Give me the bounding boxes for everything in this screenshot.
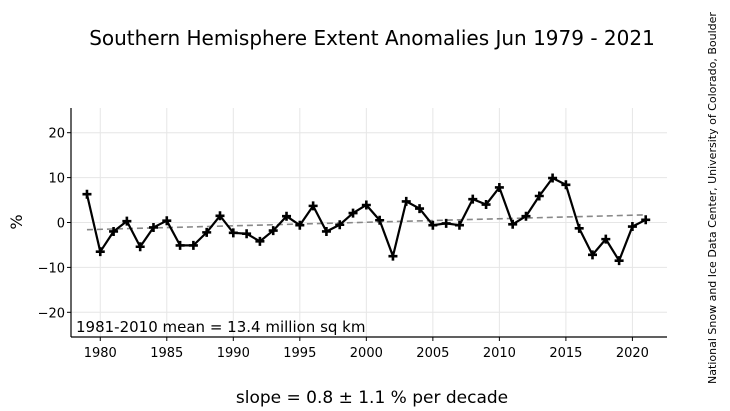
data-point [282, 211, 292, 221]
y-tick-label: 20 [48, 127, 65, 142]
data-point [468, 194, 478, 204]
data-point [215, 211, 225, 221]
credit-text: National Snow and Ice Data Center, Unive… [706, 12, 719, 384]
x-tick-label: 1980 [84, 346, 117, 361]
data-point [295, 220, 305, 230]
x-tick-label: 2015 [549, 346, 582, 361]
mean-annotation: 1981-2010 mean = 13.4 million sq km [76, 318, 365, 336]
data-point [494, 182, 504, 192]
trend-layer [86, 214, 646, 231]
data-point [508, 219, 518, 229]
grid [71, 108, 667, 337]
data-point [521, 211, 531, 221]
ticks: 1980 1985 1990 1995 2000 2005 2010 2015 2020−20−… [38, 127, 649, 361]
data-point [308, 201, 318, 211]
x-tick-label: 2000 [350, 346, 383, 361]
data-point [601, 234, 611, 244]
data-point [454, 220, 464, 230]
data-point [109, 226, 119, 236]
data-point [548, 173, 558, 183]
x-tick-label: 1985 [150, 346, 183, 361]
chart-title: Southern Hemisphere Extent Anomalies Jun… [89, 26, 655, 50]
data-point [348, 208, 358, 218]
data-point [255, 236, 265, 246]
data-point [135, 242, 145, 252]
data-point [122, 216, 132, 226]
y-tick-label: −20 [38, 306, 65, 321]
data-point [401, 196, 411, 206]
data-point [242, 229, 252, 239]
data-point [641, 215, 651, 225]
data-point [614, 256, 624, 266]
data-point [588, 250, 597, 260]
y-axis-label: % [7, 214, 26, 229]
data-point [228, 228, 238, 238]
y-tick-label: 10 [48, 172, 65, 187]
data-point [574, 223, 584, 233]
data-point [202, 227, 212, 237]
x-tick-label: 2010 [483, 346, 516, 361]
data-point [162, 216, 172, 226]
data-point [441, 218, 451, 228]
slope-text: slope = 0.8 ± 1.1 % per decade [236, 388, 508, 408]
data-point [561, 180, 571, 190]
data-point [175, 240, 185, 250]
data-point [361, 200, 371, 210]
data-point [268, 226, 278, 236]
x-tick-label: 2005 [416, 346, 449, 361]
y-tick-label: 0 [57, 217, 65, 232]
data-point [375, 215, 385, 225]
x-tick-label: 2020 [616, 346, 649, 361]
data-point [335, 220, 345, 230]
y-tick-label: −10 [38, 261, 65, 276]
data-point [82, 189, 92, 199]
data-point [321, 226, 331, 236]
x-tick-label: 1995 [283, 346, 316, 361]
series-layer [82, 173, 651, 266]
data-point [627, 222, 637, 232]
data-point [415, 204, 425, 214]
trend-line [86, 214, 646, 231]
x-tick-label: 1990 [217, 346, 250, 361]
data-point [534, 191, 544, 201]
data-point [95, 247, 105, 257]
data-point [388, 251, 398, 261]
data-point [148, 222, 158, 232]
data-point [428, 220, 438, 230]
data-point [188, 240, 198, 250]
data-point [481, 200, 491, 210]
